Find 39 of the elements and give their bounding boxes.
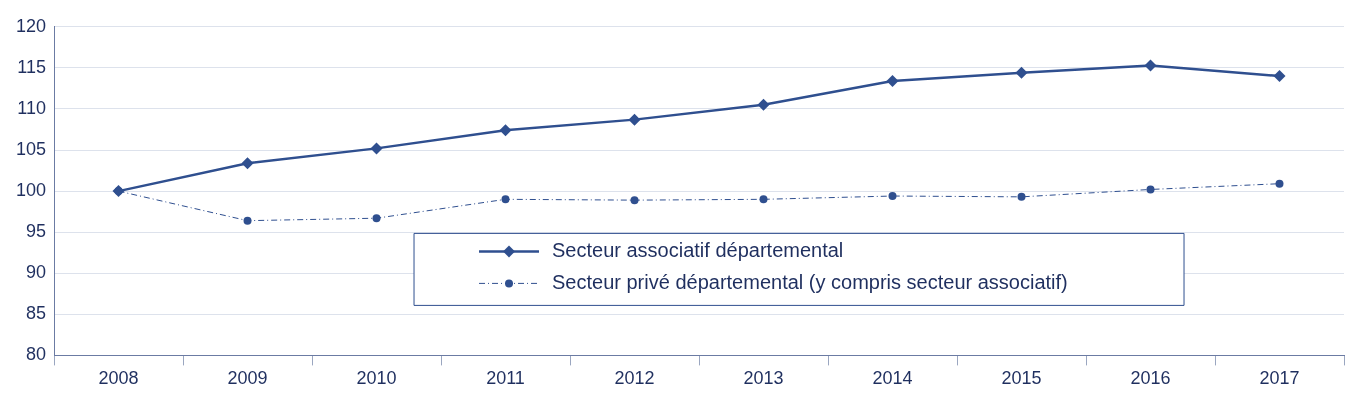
- x-tick-label: 2012: [614, 368, 655, 389]
- x-tick-label: 2015: [1001, 368, 1042, 389]
- point: [1015, 66, 1028, 79]
- point: [243, 216, 252, 225]
- x-tick-label: 2014: [872, 368, 913, 389]
- y-tick-label: 110: [17, 97, 47, 118]
- y-tick-label: 80: [26, 344, 47, 365]
- y-tick-label: 95: [26, 221, 47, 242]
- point: [628, 113, 641, 126]
- point: [1017, 192, 1026, 201]
- x-tick-label: 2011: [486, 368, 525, 389]
- y-tick-label: 100: [15, 180, 47, 201]
- legend-label: Secteur associatif départemental: [552, 238, 844, 261]
- x-tick-label: 2016: [1130, 368, 1171, 389]
- point: [630, 196, 639, 205]
- y-tick-label: 115: [17, 56, 47, 77]
- point: [1146, 185, 1155, 194]
- x-tick-label: 2008: [98, 368, 139, 389]
- point: [241, 157, 254, 170]
- x-tick-label: 2010: [356, 368, 397, 389]
- legend-label: Secteur privé départemental (y compris secteur associatif): [552, 270, 1068, 293]
- point: [370, 142, 383, 155]
- y-tick-label: 105: [15, 138, 47, 159]
- point: [1144, 59, 1157, 72]
- point: [499, 124, 512, 137]
- y-tick-label: 90: [26, 262, 47, 283]
- point: [372, 214, 381, 223]
- point: [759, 195, 768, 204]
- y-tick-label: 120: [15, 15, 47, 36]
- point: [757, 98, 770, 111]
- point: [1273, 70, 1286, 83]
- x-tick-label: 2017: [1259, 368, 1300, 389]
- y-tick-label: 85: [26, 303, 47, 324]
- point: [886, 75, 899, 88]
- x-tick-label: 2013: [743, 368, 784, 389]
- x-tick-label: 2009: [227, 368, 268, 389]
- point: [1275, 179, 1284, 188]
- point: [888, 192, 897, 201]
- point: [501, 195, 510, 204]
